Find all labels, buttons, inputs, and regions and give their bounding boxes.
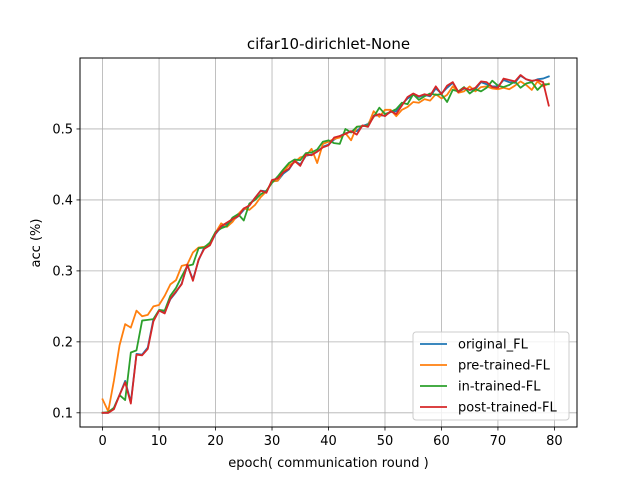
y-tick-label: 0.1 — [52, 406, 73, 421]
y-axis-label: acc (%) — [29, 219, 44, 268]
legend: original_FL pre-trained-FL in-trained-FL po… — [412, 331, 570, 421]
series-line-in-trained-fl — [101, 79, 550, 414]
x-tick-label: 40 — [320, 434, 337, 449]
chart-title: cifar10-dirichlet-None — [247, 35, 410, 53]
x-tick-label: 50 — [377, 434, 394, 449]
y-tick-label: 0.2 — [52, 335, 73, 350]
x-tick-label: 60 — [433, 434, 450, 449]
y-tick-label: 0.3 — [52, 264, 73, 279]
x-tick-label: 10 — [151, 434, 168, 449]
y-axis-ticks: 0.1 0.2 0.3 0.4 0.5 — [52, 122, 80, 421]
series-layer — [101, 74, 550, 414]
x-tick-label: 20 — [207, 434, 224, 449]
y-tick-label: 0.5 — [52, 122, 73, 137]
x-axis-ticks: 0 10 20 30 40 50 60 70 80 — [98, 427, 563, 449]
x-tick-label: 70 — [490, 434, 507, 449]
x-tick-label: 80 — [546, 434, 563, 449]
y-tick-label: 0.4 — [52, 193, 73, 208]
series-line-post-trained-fl — [101, 74, 550, 414]
legend-label-original-fl: original_FL — [458, 338, 529, 353]
legend-label-pre-trained-fl: pre-trained-FL — [458, 359, 551, 374]
x-tick-label: 30 — [264, 434, 281, 449]
legend-label-post-trained-fl: post-trained-FL — [458, 401, 557, 416]
x-tick-label: 0 — [98, 434, 106, 449]
x-axis-label: epoch( communication round ) — [228, 456, 428, 471]
legend-label-in-trained-fl: in-trained-FL — [458, 380, 541, 395]
legend-box — [412, 331, 570, 421]
